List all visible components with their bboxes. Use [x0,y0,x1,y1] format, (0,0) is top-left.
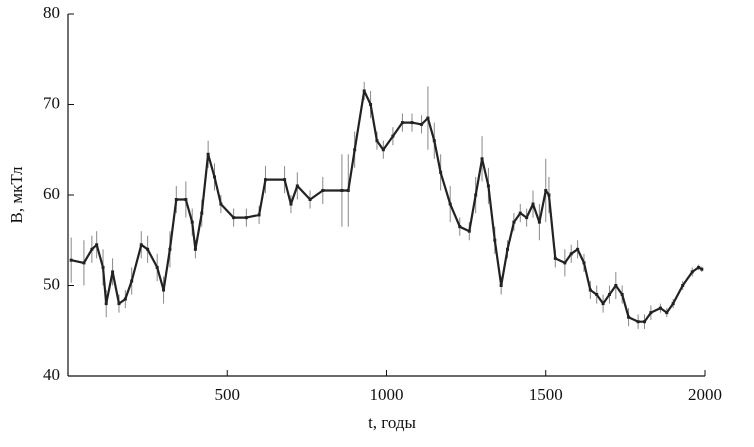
data-point [448,202,452,206]
data-point [190,220,194,224]
data-point [321,188,325,192]
data-point [518,211,522,215]
x-tick-label: 1500 [529,385,563,404]
data-point [512,220,516,224]
data-point [426,116,430,120]
data-point [582,261,586,265]
data-point [375,139,379,143]
data-point [432,139,436,143]
data-point [391,134,395,138]
data-point [369,103,373,106]
data-point [697,265,701,269]
data-point [257,213,261,217]
data-point [636,320,640,324]
data-point [690,270,694,274]
data-point [101,265,105,269]
data-point [671,302,675,306]
data-point [139,243,143,247]
data-point [486,184,490,188]
data-point [595,293,599,297]
data-point [104,302,108,306]
data-point [493,238,497,242]
data-point [346,188,350,192]
x-tick-label: 500 [215,385,241,404]
data-point [547,193,551,197]
data-point [537,220,541,224]
data-point [308,198,312,202]
data-point [123,297,127,301]
data-point [168,247,172,251]
data-point [525,216,529,220]
data-point [506,247,510,251]
data-point [420,122,424,126]
data-point [681,284,685,287]
data-point [174,198,178,202]
data-point [263,178,267,182]
data-point [480,157,484,161]
data-point [467,229,471,233]
data-point [620,293,624,297]
data-point [499,284,503,287]
data-point [410,121,414,125]
data-point [90,247,94,251]
y-tick-label: 40 [43,365,60,384]
data-point [439,170,443,174]
data-point [544,188,548,192]
data-point [700,267,704,271]
data-point [111,270,115,274]
data-point [232,216,236,220]
data-point [283,178,287,182]
y-tick-label: 60 [43,184,60,203]
data-point [117,302,121,306]
data-point [474,193,478,197]
data-point [130,279,134,283]
data-point [146,247,150,251]
data-point [563,261,567,265]
data-point [588,288,592,292]
data-point [353,148,357,152]
data-point [162,288,166,292]
data-point [219,202,223,206]
data-line [70,89,703,323]
data-point [649,311,653,315]
data-point [193,247,197,251]
data-point [531,202,535,206]
data-point [665,311,669,315]
x-axis-label: t, годы [368,413,416,432]
y-tick-label: 70 [43,93,60,112]
data-point [400,121,404,125]
data-point [95,243,99,247]
data-point [381,148,385,152]
data-point [206,152,210,156]
data-point [569,252,573,256]
data-point [200,211,204,215]
data-point [627,315,631,319]
data-point [614,284,618,287]
data-point [82,261,86,265]
x-tick-label: 2000 [688,385,722,404]
data-point [553,256,557,260]
data-point [576,247,580,251]
y-axis-label: B, мкТл [7,166,26,223]
data-point [340,188,344,192]
y-tick-label: 50 [43,274,60,293]
data-point [244,216,248,220]
data-point [601,302,605,306]
data-point [213,175,217,179]
data-point [184,198,188,202]
data-point [362,89,366,93]
x-tick-label: 1000 [370,385,404,404]
data-point [295,184,299,188]
y-tick-label: 80 [43,3,60,22]
data-point [607,293,611,297]
data-point [458,225,462,229]
data-point [155,265,159,269]
data-point [642,320,646,324]
data-point [289,202,293,206]
data-point [69,258,73,262]
data-point [658,306,662,310]
